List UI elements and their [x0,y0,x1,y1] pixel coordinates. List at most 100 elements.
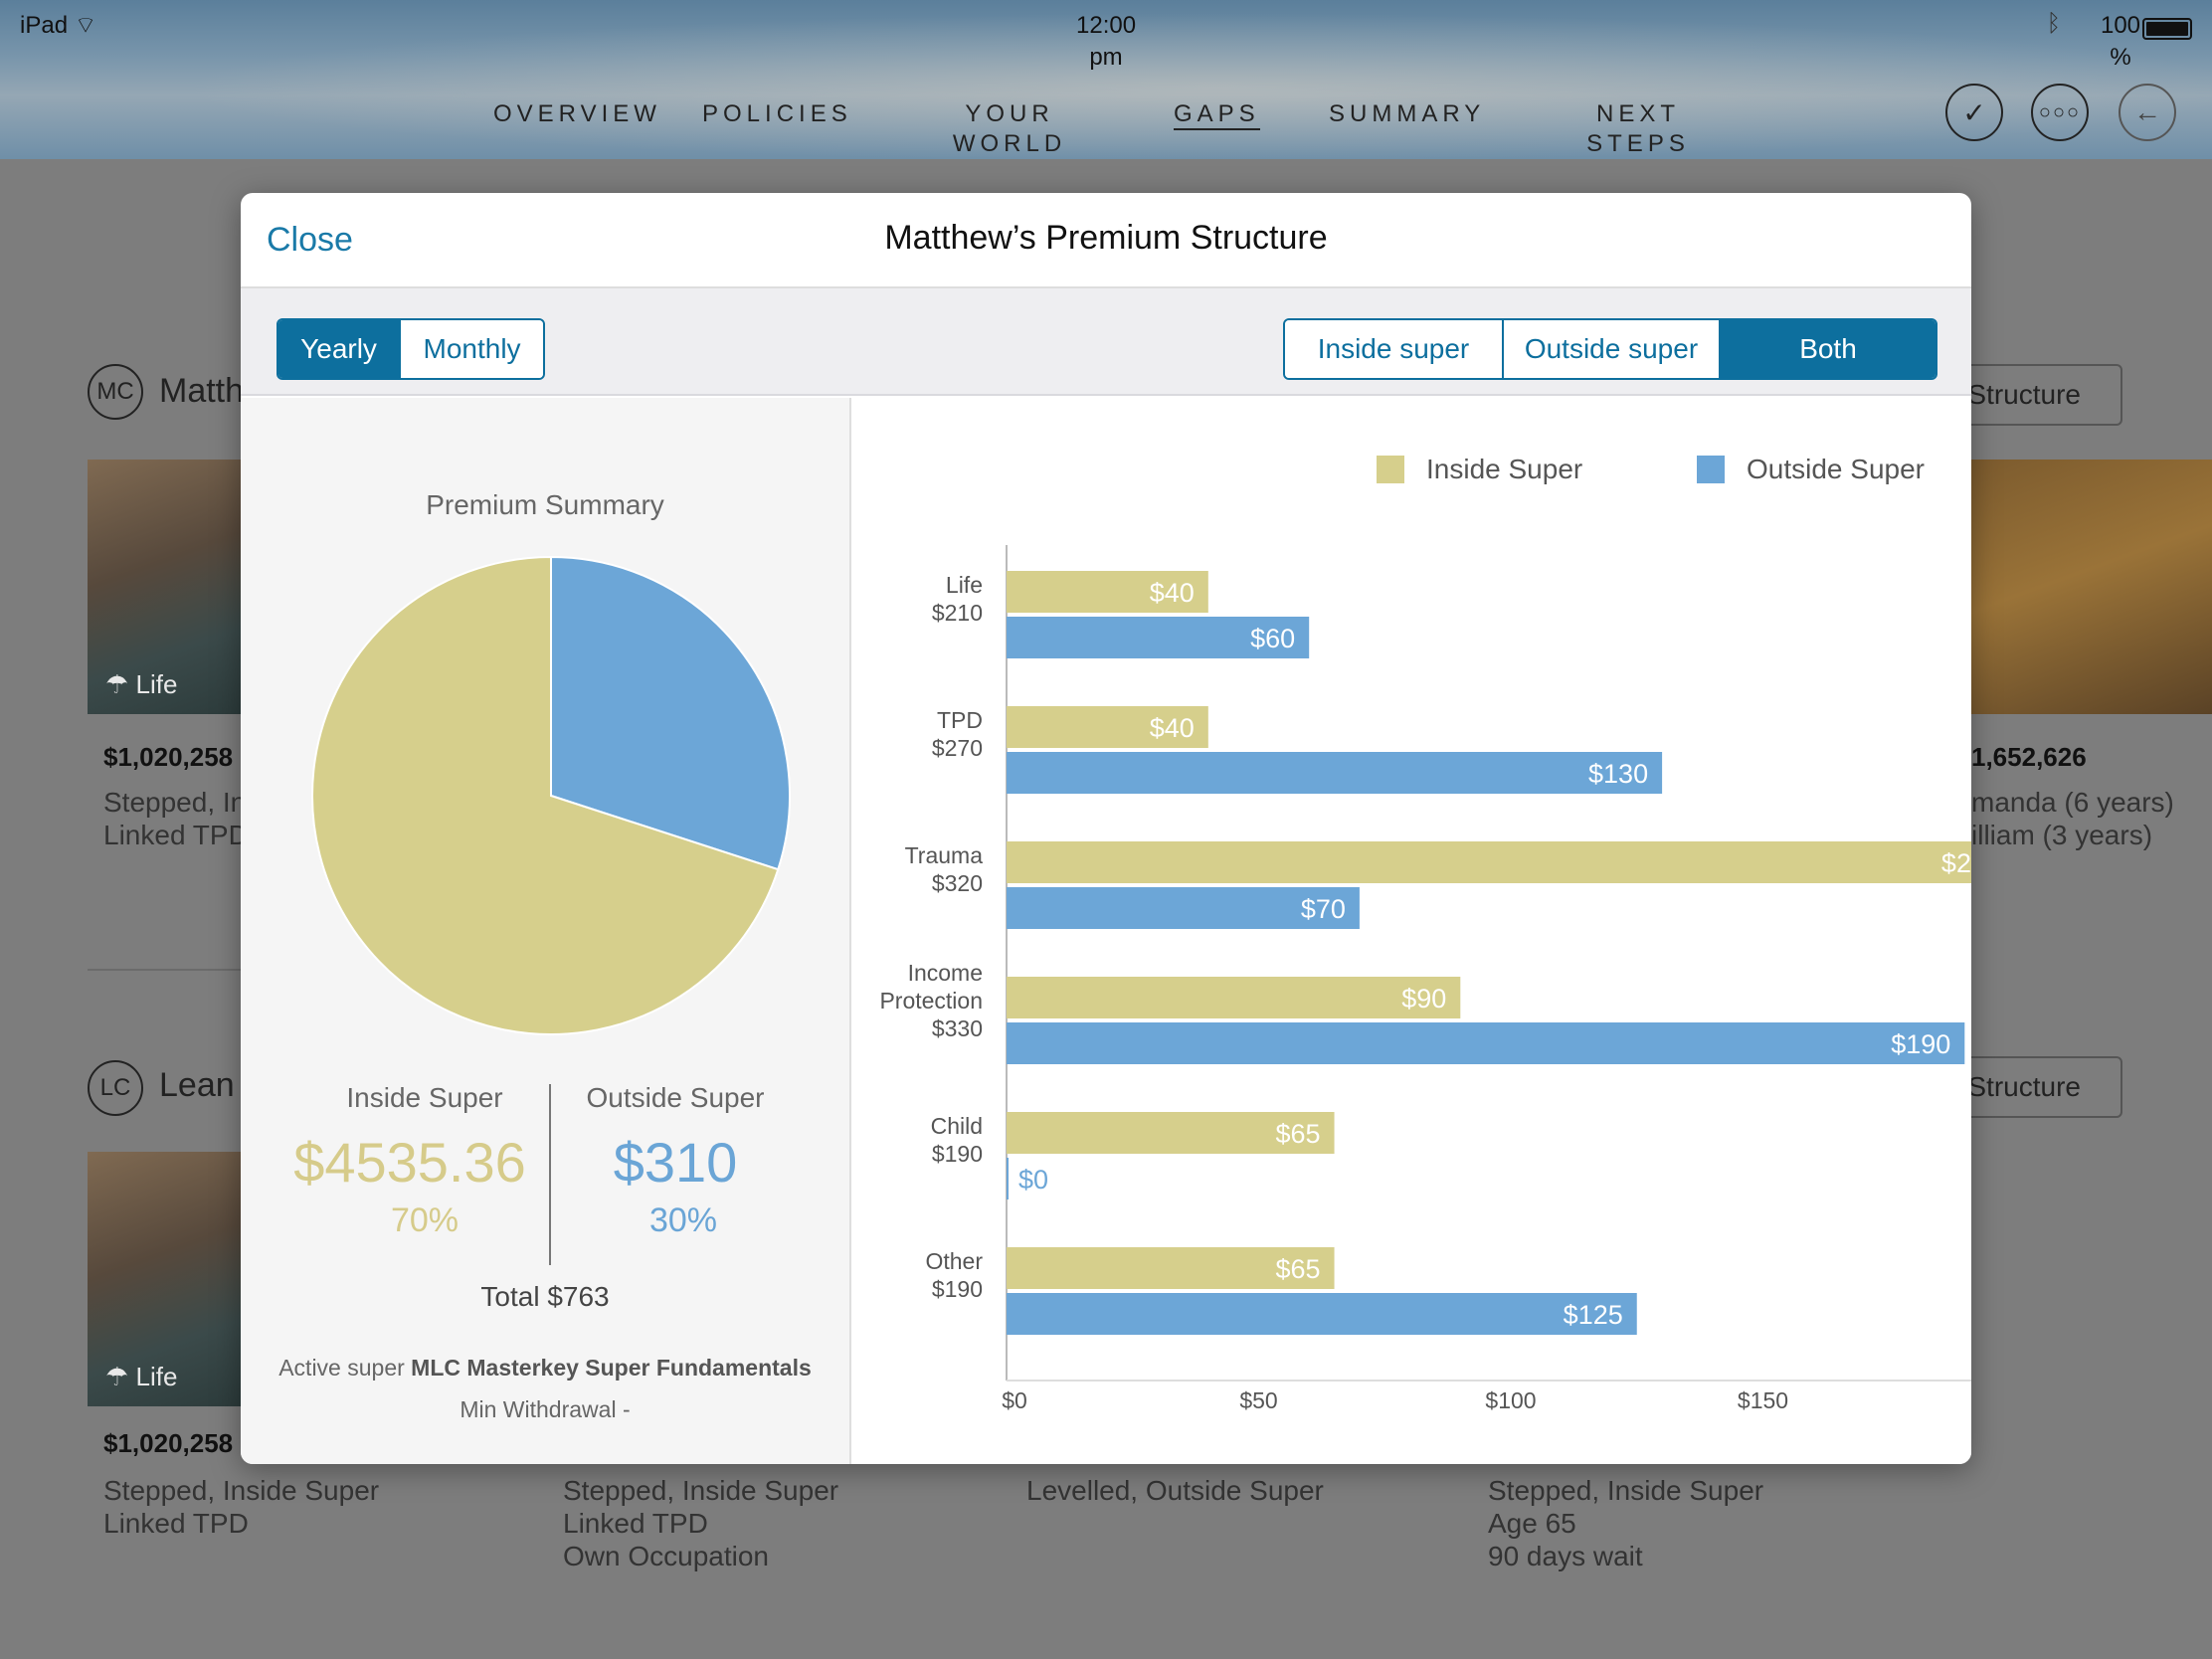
summary-title: Premium Summary [426,489,664,520]
cover-desc: manda (6 years) illiam (3 years) [1971,787,2174,850]
battery-icon [2142,18,2192,40]
category-label: TPD $270 [932,707,983,761]
pie-slice-outside-super [550,555,792,871]
modal-header: Matthew’s Premium Structure Close [241,193,1971,288]
yearly-button[interactable]: Yearly [278,320,400,378]
cover-desc: Levelled, Outside Super [1026,1475,1324,1506]
bar-inside-super [1007,571,1208,613]
category-label: Income Protection $330 [879,960,983,1041]
modal-title: Matthew’s Premium Structure [884,219,1328,257]
bar-inside-super [1007,706,1208,748]
outside-super-value: $310 [613,1131,738,1194]
outside-super-percent: 30% [648,1201,718,1239]
premium-summary-panel: Premium Summary Inside Super Outside Sup… [241,398,851,1464]
cover-desc: Stepped, Inside Super Age 65 90 days wait [1488,1475,1764,1571]
min-withdrawal: Min Withdrawal - [460,1396,631,1422]
status-bar: iPad ⌔ 12:00 pm ᛒ 100 % [0,8,2212,71]
wifi-icon: ⌔ [74,12,97,39]
modal-toolbar: Yearly Monthly Inside super Outside supe… [241,288,1971,396]
bar-outside-super [1007,1293,1637,1335]
bar-value-label: $40 [1150,713,1195,743]
legend-swatch-inside [1377,456,1404,483]
bar-outside-super [1007,617,1310,658]
bar-value-label: $125 [1564,1300,1623,1330]
bar-value-label: $65 [1275,1119,1320,1149]
cover-desc: Stepped, Inside Super Linked TPD [103,1475,380,1539]
bar-value-label: $200 [1941,848,1971,878]
scope-toggle: Inside super Outside super Both [1283,318,1937,380]
cover-desc: Stepped, Inside Super Linked TPD Own Occup… [563,1475,839,1571]
both-button[interactable]: Both [1719,320,1936,378]
premium-bar-chart: Life $210 $40 $60 TPD $270 $40 $130 Trauma $320 $2… [879,545,1971,1413]
legend-swatch-outside [1697,456,1725,483]
premium-structure-modal: Matthew’s Premium Structure Close Yearly… [241,193,1971,1464]
bar-outside-super [1007,887,1360,929]
bar-outside-super [1007,1022,1965,1064]
avatar: MC [88,364,143,420]
category-label: Child $190 [931,1113,983,1167]
cover-desc: Stepped, In Linked TPD [103,787,249,850]
nav-summary[interactable]: SUMMARY [1329,100,1486,127]
bar-outside-super [1007,752,1663,794]
x-tick-label: $0 [1002,1387,1027,1413]
premium-pie-chart [311,555,792,1035]
check-icon[interactable]: ✓ [1945,84,2003,141]
cover-amount: 1,652,626 [1971,742,2087,772]
outside-super-button[interactable]: Outside super [1502,320,1719,378]
status-time: 12:00 pm [1076,12,1137,71]
person-name: Lean [159,1066,235,1104]
inside-super-label: Inside Super [346,1082,503,1113]
nav-policies[interactable]: POLICIES [702,100,852,127]
pie-slice-inside-super [311,555,780,1035]
inside-super-button[interactable]: Inside super [1285,320,1502,378]
bar-value-label: $190 [1891,1029,1950,1059]
cover-amount: $1,020,258 [103,1428,234,1458]
x-tick-label: $50 [1239,1387,1277,1413]
nav-gaps[interactable]: GAPS [1174,99,1260,130]
person-name: Matth [159,372,245,410]
nav-your-world[interactable]: YOUR WORLD [952,100,1067,157]
legend-outside-super: Outside Super [1697,454,1925,485]
category-label: Other $190 [925,1248,983,1302]
policy-card-image[interactable] [1967,460,2212,714]
summary-divider [549,1084,551,1265]
bar-inside-super [1007,977,1461,1018]
device-label: iPad ⌔ [20,12,97,39]
x-tick-label: $150 [1738,1387,1788,1413]
bar-inside-super [1007,841,1971,883]
bluetooth-icon: ᛒ [2046,10,2061,37]
battery-percent: 100 % [2100,12,2141,71]
cover-amount: $1,020,258 [103,742,234,772]
umbrella-icon: ☂ Life [105,669,178,699]
background-page: MC Matth Structure ☂ Life $1,020,258 Ste… [0,159,2212,1659]
nav-next-steps[interactable]: NEXT STEPS [1586,100,1690,157]
category-label: Trauma $320 [905,842,984,896]
premium-bar-chart-panel: Inside Super Outside Super Life $210 $40 $6… [853,398,1971,1464]
period-toggle: Yearly Monthly [276,318,545,380]
policy-card-image[interactable]: ☂ Life [88,460,267,714]
bar-inside-super [1007,1112,1335,1154]
inside-super-value: $4535.36 [293,1131,526,1194]
x-tick-label: $100 [1485,1387,1536,1413]
bar-value-label: $60 [1250,624,1295,653]
bar-value-label: $0 [1018,1165,1048,1195]
bar-value-label: $90 [1401,984,1446,1014]
bar-value-label: $130 [1588,759,1648,789]
nav-overview[interactable]: OVERVIEW [493,100,661,127]
bar-value-label: $70 [1301,894,1346,924]
outside-super-label: Outside Super [586,1082,765,1113]
bar-value-label: $40 [1150,578,1195,608]
close-button[interactable]: Close [267,221,353,259]
avatar: LC [88,1060,143,1116]
policy-card-image[interactable]: ☂ Life [88,1152,267,1406]
premium-total: Total $763 [480,1281,610,1312]
section-divider [88,969,247,971]
back-arrow-icon[interactable]: ← [2119,84,2176,141]
monthly-button[interactable]: Monthly [399,320,543,378]
bar-inside-super [1007,1247,1335,1289]
inside-super-percent: 70% [390,1201,460,1239]
main-nav: OVERVIEW POLICIES YOUR WORLD GAPS SUMMAR… [0,99,2212,159]
category-label: Life $210 [932,572,983,626]
app-header: iPad ⌔ 12:00 pm ᛒ 100 % OVERVIEW POLICIE… [0,0,2212,159]
more-icon[interactable]: ○○○ [2031,84,2089,141]
